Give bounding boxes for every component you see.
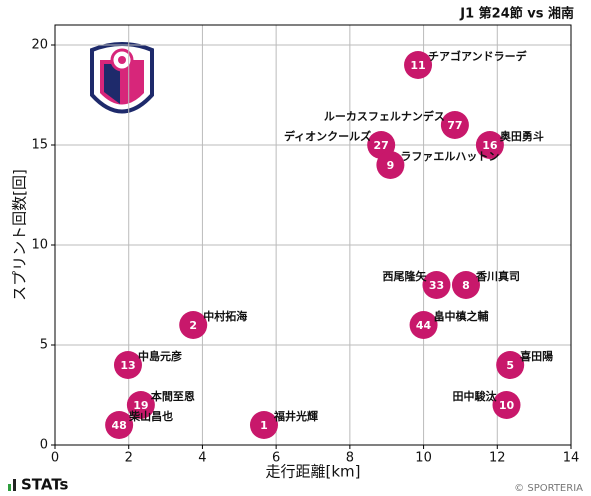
point-number: 9 xyxy=(387,159,395,172)
point-name: 中島元彦 xyxy=(138,349,182,363)
point xyxy=(492,391,521,419)
point-name: 福井光輝 xyxy=(273,409,318,423)
point-number: 1 xyxy=(260,419,268,432)
y-axis-label: スプリント回数[回] xyxy=(11,169,29,301)
y-tick-label: 15 xyxy=(31,138,48,153)
point xyxy=(422,271,451,299)
plot-frame xyxy=(54,24,572,446)
x-tick-label: 8 xyxy=(346,451,354,466)
y-tick-label: 20 xyxy=(31,38,48,53)
x-tick-label: 10 xyxy=(415,451,432,466)
club-emblem xyxy=(90,42,154,114)
point-name: ラファエルハットン xyxy=(400,150,499,163)
point xyxy=(496,351,525,379)
point xyxy=(113,351,142,379)
point-name: 本間至恩 xyxy=(151,389,195,403)
point-number: 48 xyxy=(111,419,126,432)
point-number: 2 xyxy=(189,319,197,332)
point xyxy=(475,131,504,159)
x-tick-label: 14 xyxy=(563,451,580,466)
credit: © SPORTERIA xyxy=(514,483,583,494)
point-name: 柴山昌也 xyxy=(128,409,173,423)
point-number: 33 xyxy=(429,279,444,292)
x-tick-label: 0 xyxy=(51,451,59,466)
point-number: 16 xyxy=(482,139,498,152)
point xyxy=(451,271,480,299)
y-tick-label: 0 xyxy=(40,438,48,453)
point-number: 44 xyxy=(416,319,432,332)
point xyxy=(126,391,155,419)
brand-logo xyxy=(8,479,16,491)
point-name: ディオンクールズ xyxy=(284,129,371,143)
point-name: 畠中槙之輔 xyxy=(434,309,489,323)
point xyxy=(409,311,438,339)
point xyxy=(376,151,405,179)
point-name: 中村拓海 xyxy=(203,309,247,323)
point xyxy=(249,411,278,439)
point xyxy=(105,411,134,439)
point-number: 13 xyxy=(120,359,135,372)
brand: STATs xyxy=(21,476,69,494)
point-number: 27 xyxy=(374,139,389,152)
point xyxy=(440,111,469,139)
point-name: ルーカスフェルナンデス xyxy=(324,109,445,123)
point xyxy=(179,311,208,339)
point-name: 香川真司 xyxy=(475,269,520,283)
point-number: 19 xyxy=(133,399,148,412)
point-number: 11 xyxy=(410,59,425,72)
point-number: 77 xyxy=(447,119,462,132)
point-number: 8 xyxy=(462,279,470,292)
chart-title: J1 第24節 vs 湘南 xyxy=(459,6,574,22)
x-tick-label: 6 xyxy=(272,451,280,466)
x-tick-label: 12 xyxy=(489,451,506,466)
point-name: 西尾隆矢 xyxy=(382,269,427,283)
point-name: 喜田陽 xyxy=(520,349,553,363)
point-name: チアゴアンドラーデ xyxy=(428,49,528,63)
point xyxy=(404,51,433,79)
x-axis-label: 走行距離[km] xyxy=(265,463,360,481)
point-name: 奥田勇斗 xyxy=(499,129,544,143)
y-tick-label: 10 xyxy=(31,238,48,253)
point-name: 田中駿汰 xyxy=(453,389,498,403)
point-number: 5 xyxy=(506,359,514,372)
y-tick-label: 5 xyxy=(40,338,48,353)
x-tick-label: 4 xyxy=(198,451,206,466)
point-number: 10 xyxy=(499,399,515,412)
x-tick-label: 2 xyxy=(125,451,133,466)
